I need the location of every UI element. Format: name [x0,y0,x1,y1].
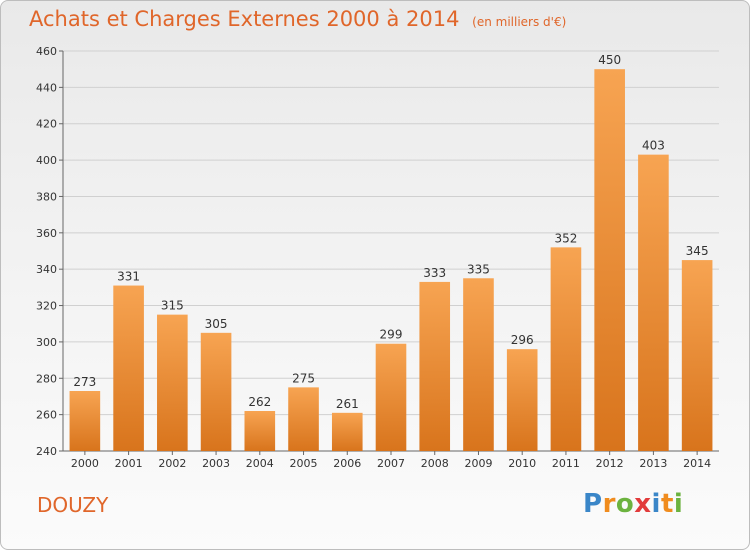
bar [244,411,276,451]
x-tick-label: 2001 [115,457,143,470]
logo-letter: o [615,489,635,519]
bar [681,260,713,451]
data-label: 335 [467,262,490,276]
data-label: 331 [117,270,140,284]
y-tick-label: 460 [36,45,57,58]
x-tick-label: 2012 [596,457,624,470]
y-tick-label: 300 [36,336,57,349]
x-tick-label: 2008 [421,457,449,470]
bar [506,349,538,451]
bar [550,247,582,451]
data-label: 352 [554,231,577,245]
y-tick-label: 420 [36,118,57,131]
bar [463,278,494,451]
logo-letter: i [673,489,684,519]
chart-subtitle: (en milliers d'€) [472,15,567,29]
x-tick-label: 2005 [290,457,318,470]
bar [331,412,363,451]
bar [419,281,451,451]
data-label: 273 [73,375,96,389]
bar [638,154,669,452]
y-tick-label: 380 [36,190,57,203]
data-label: 305 [205,317,228,331]
x-tick-label: 2013 [639,457,667,470]
data-label: 315 [161,299,184,313]
logo-letter: P [583,489,603,519]
y-tick-label: 400 [36,154,57,167]
bar [157,314,188,451]
y-tick-label: 360 [36,227,57,240]
data-label: 262 [248,395,271,409]
x-tick-label: 2003 [202,457,230,470]
x-tick-label: 2010 [508,457,536,470]
x-tick-label: 2011 [552,457,580,470]
bar [69,391,101,451]
data-label: 261 [336,397,359,411]
x-tick-label: 2004 [246,457,274,470]
logo-letter: x [634,489,652,519]
y-tick-label: 440 [36,81,57,94]
y-tick-label: 260 [36,409,57,422]
bar [375,343,407,451]
data-label: 296 [511,333,534,347]
x-tick-label: 2006 [333,457,361,470]
data-label: 275 [292,371,315,385]
y-tick-label: 320 [36,300,57,313]
commune-name: DOUZY [37,493,109,517]
data-label: 333 [423,266,446,280]
x-tick-label: 2007 [377,457,405,470]
x-tick-label: 2014 [683,457,711,470]
data-label: 299 [380,328,403,342]
logo-letter: r [602,489,616,519]
chart-title-text: Achats et Charges Externes 2000 à 2014 [29,7,460,31]
x-tick-label: 2009 [464,457,492,470]
bar [288,387,319,451]
proxiti-logo: Proxiti [583,489,683,519]
y-tick-label: 340 [36,263,57,276]
data-label: 450 [598,53,621,67]
y-tick-label: 240 [36,445,57,458]
x-tick-label: 2000 [71,457,99,470]
logo-letter: t [660,489,674,519]
bar [200,332,232,451]
logo-letter: i [651,489,661,519]
data-label: 403 [642,139,665,153]
data-label: 345 [686,244,709,258]
bar [594,69,625,451]
x-tick-label: 2002 [158,457,186,470]
y-tick-label: 280 [36,372,57,385]
chart-title: Achats et Charges Externes 2000 à 2014 (… [29,7,566,31]
bar [113,285,144,451]
